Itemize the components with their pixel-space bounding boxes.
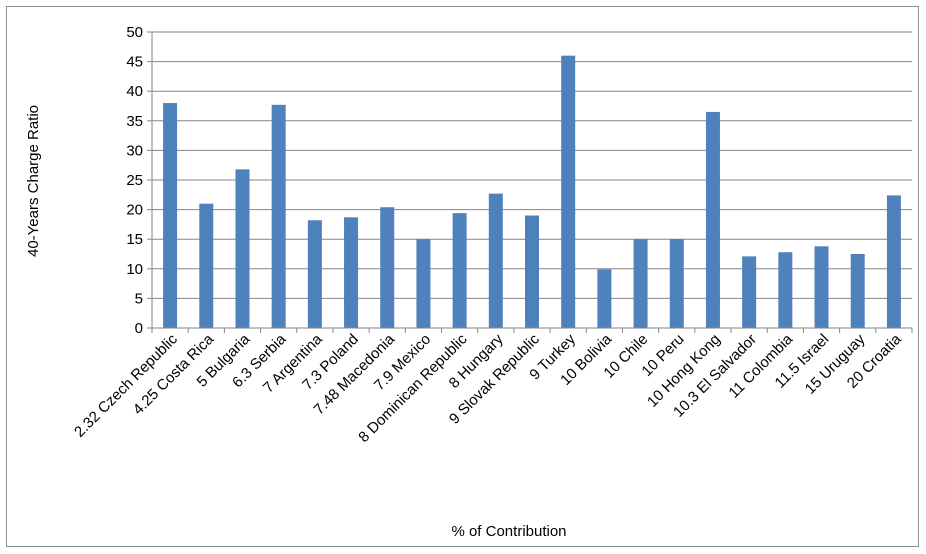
bar: [886, 195, 901, 328]
bar: [705, 111, 720, 328]
y-axis-title: 40-Years Charge Ratio: [25, 105, 42, 257]
bar: [742, 256, 757, 328]
bar: [633, 239, 648, 328]
y-tick-label: 20: [126, 202, 143, 219]
x-axis-title: % of Contribution: [451, 523, 566, 540]
y-tick-label: 15: [126, 231, 143, 248]
bars: [163, 55, 901, 329]
bar: [416, 239, 431, 328]
bar: [850, 254, 865, 328]
bar: [344, 217, 359, 328]
bar: [307, 220, 322, 328]
y-tick-label: 30: [126, 142, 143, 159]
bar: [814, 246, 829, 328]
bar: [163, 103, 178, 328]
bar: [488, 193, 503, 328]
y-tick-label: 35: [126, 113, 143, 130]
y-tick-label: 25: [126, 172, 143, 189]
bar: [452, 213, 467, 328]
bar: [525, 215, 539, 328]
bar: [380, 207, 395, 328]
bar: [778, 252, 793, 328]
y-tick-label: 5: [135, 290, 143, 307]
bar: [235, 169, 250, 328]
y-tick-label: 50: [126, 24, 143, 41]
bar: [199, 203, 214, 328]
bar: [597, 269, 612, 328]
y-axis-tick-labels: 0 5 10 15 20 25 30 35 40 45 50: [126, 24, 143, 337]
y-tick-label: 45: [126, 54, 143, 71]
y-tick-label: 10: [126, 261, 143, 278]
bar: [561, 55, 576, 329]
bar: [669, 239, 684, 328]
bar: [271, 104, 286, 328]
y-tick-label: 0: [135, 320, 143, 337]
y-tick-label: 40: [126, 83, 143, 100]
